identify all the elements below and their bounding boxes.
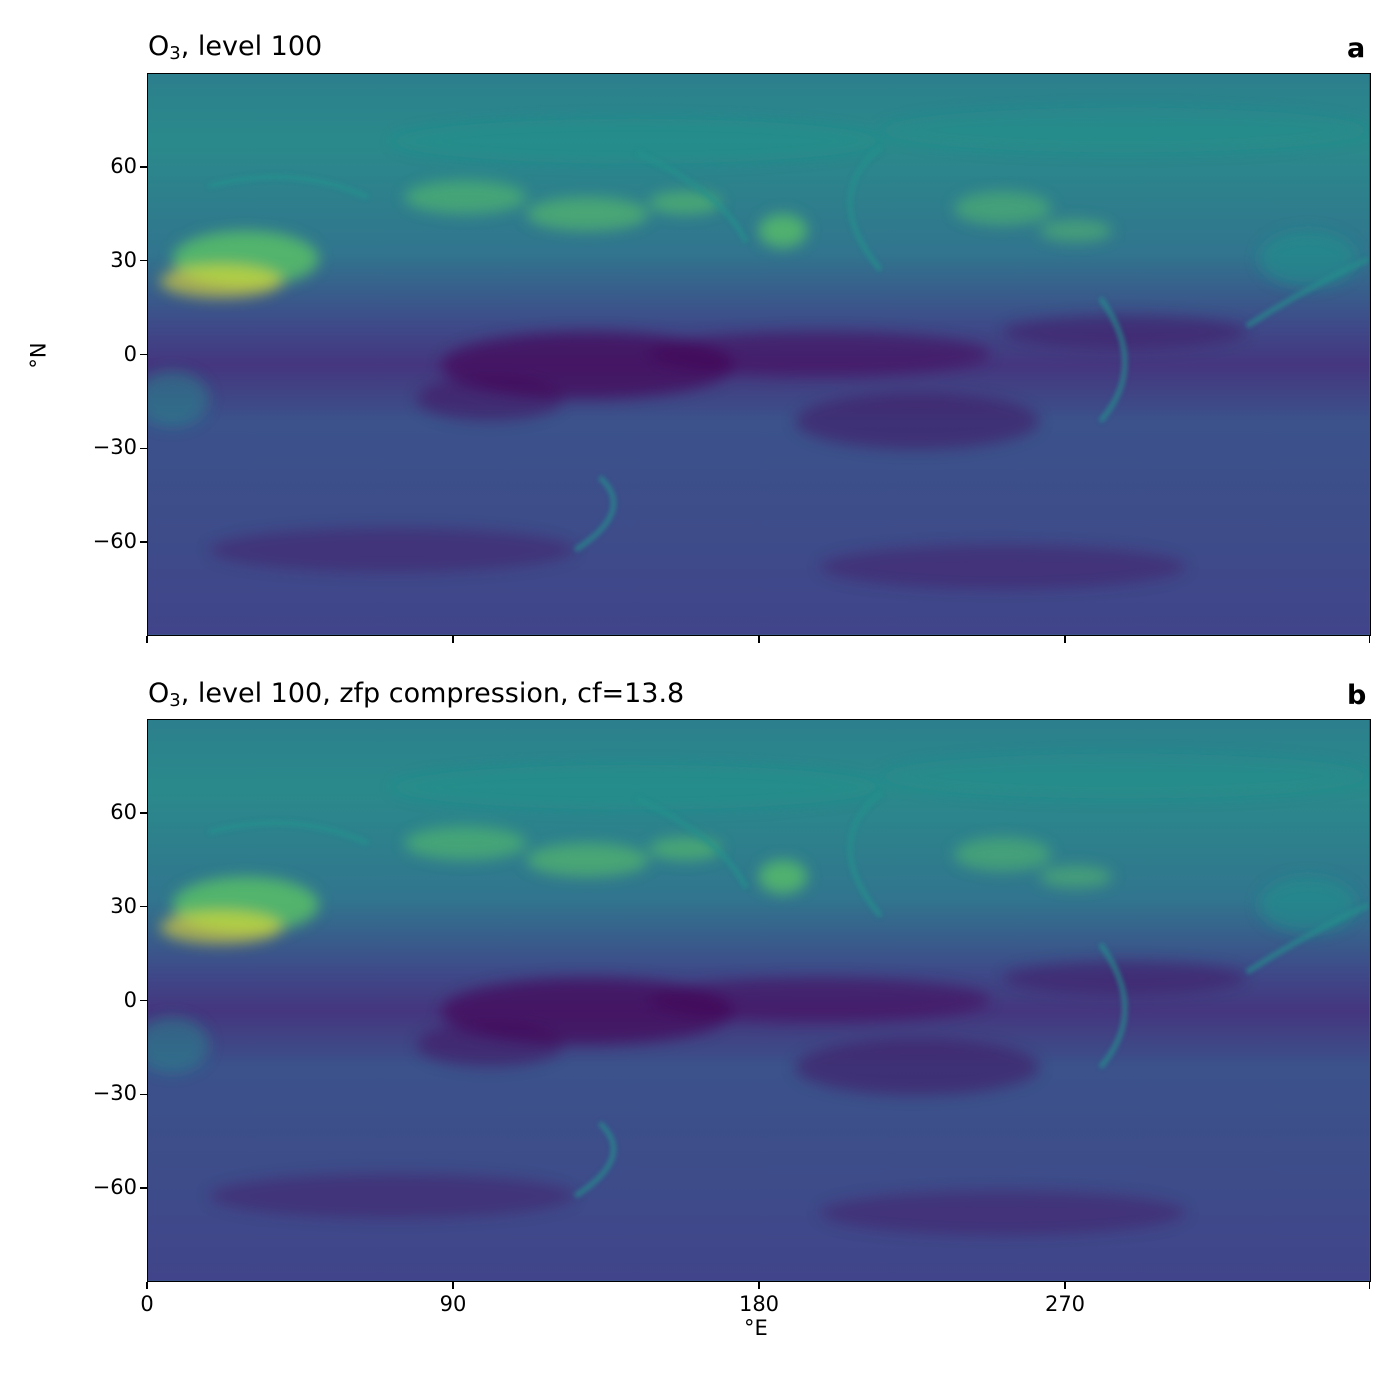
field-feature — [648, 837, 722, 860]
field-filament — [208, 174, 369, 200]
field-filament — [847, 790, 883, 918]
field-filament — [1245, 256, 1369, 329]
field-feature — [416, 376, 564, 422]
field-feature — [953, 191, 1052, 226]
field-feature — [392, 118, 881, 164]
field-filament — [1245, 902, 1369, 975]
panel-a-xtick — [1368, 636, 1371, 643]
panel-b-heatmap — [147, 719, 1371, 1282]
panel-a-ytick — [140, 541, 147, 543]
field-feature — [392, 764, 881, 810]
panel-b-ytick — [140, 1093, 147, 1096]
field-feature — [148, 370, 210, 427]
field-feature — [648, 331, 991, 377]
panel-a-ytick-label: −30 — [92, 435, 137, 460]
panel-b-xtick — [452, 1282, 454, 1289]
panel-b-ytick-label: −30 — [92, 1081, 137, 1106]
field-filament — [1098, 296, 1128, 423]
field-filament — [847, 144, 883, 272]
field-feature — [819, 544, 1186, 590]
panel-b-ytick — [140, 905, 147, 908]
field-feature — [1002, 960, 1247, 995]
panel-b-xlabel: °E — [744, 1316, 768, 1340]
panel-a-title: O3, level 100 — [148, 31, 323, 64]
panel-a-ytick — [140, 353, 147, 356]
field-feature — [795, 1039, 1040, 1096]
panel-b-ytick — [140, 999, 147, 1002]
panel-b-ytick-label: −60 — [92, 1175, 137, 1200]
panel-b-letter: b — [1347, 680, 1367, 711]
field-feature — [1259, 876, 1357, 933]
panel-b-ytick — [140, 1187, 147, 1189]
field-feature — [160, 264, 283, 298]
field-feature — [148, 1016, 210, 1073]
field-filament — [1098, 942, 1128, 1069]
panel-b-xtick — [758, 1282, 760, 1289]
field-filament — [635, 796, 749, 890]
field-feature — [648, 977, 991, 1023]
field-filament — [573, 1121, 616, 1199]
panel-a-ytick-label: 30 — [110, 247, 137, 272]
field-feature — [160, 910, 283, 944]
panel-a-xtick — [452, 636, 454, 643]
panel-b-xtick-label: 90 — [439, 1292, 467, 1316]
field-feature — [819, 1190, 1186, 1236]
panel-a-ytick — [140, 447, 147, 450]
panel-b-title: O3, level 100, zfp compression, cf=13.8 — [148, 678, 685, 711]
panel-a-ytick — [140, 166, 147, 168]
panel-b-ytick-label: 60 — [110, 799, 137, 824]
field-feature — [795, 393, 1040, 450]
field-feature — [648, 191, 722, 214]
field-feature — [404, 826, 527, 860]
field-feature — [1039, 865, 1113, 888]
field-feature — [1002, 314, 1247, 349]
field-feature — [209, 1173, 576, 1219]
field-feature — [880, 753, 1369, 799]
field-filament — [208, 820, 369, 846]
panel-b-xtick — [146, 1282, 148, 1289]
panel-a-heatmap — [147, 73, 1371, 636]
panel-a-xtick — [146, 636, 148, 643]
field-feature — [880, 107, 1369, 153]
field-filament — [635, 150, 749, 244]
field-feature — [758, 860, 808, 894]
field-feature — [416, 1022, 564, 1068]
panel-b-ytick-label: 0 — [123, 987, 137, 1012]
panel-b-ytick — [140, 812, 147, 814]
panel-a-letter: a — [1347, 33, 1366, 64]
panel-b-xtick-label: 180 — [738, 1292, 780, 1316]
field-filament — [573, 475, 616, 553]
field-feature — [953, 837, 1052, 872]
panel-a-ytick-label: −60 — [92, 529, 137, 554]
panel-b-xtick-label: 270 — [1044, 1292, 1086, 1316]
field-feature — [1259, 230, 1357, 287]
panel-b-ytick-label: 30 — [110, 893, 137, 918]
field-feature — [526, 843, 649, 877]
panel-a-xtick — [758, 636, 760, 643]
panel-b-xtick — [1064, 1282, 1066, 1289]
panel-b-xtick — [1368, 1282, 1371, 1289]
field-feature — [404, 180, 527, 214]
field-feature — [758, 214, 808, 248]
field-feature — [1039, 219, 1113, 242]
panel-a-ytick-label: 0 — [123, 341, 137, 366]
panel-b-field-image — [148, 720, 1369, 1280]
panel-a-field-image — [148, 74, 1369, 634]
panel-a-ytick-label: 60 — [110, 153, 137, 178]
field-feature — [526, 197, 649, 231]
panel-a-xtick — [1064, 636, 1066, 643]
panel-a-ytick — [140, 259, 147, 262]
panel-b-xtick-label: 0 — [140, 1292, 154, 1316]
field-feature — [209, 527, 576, 573]
